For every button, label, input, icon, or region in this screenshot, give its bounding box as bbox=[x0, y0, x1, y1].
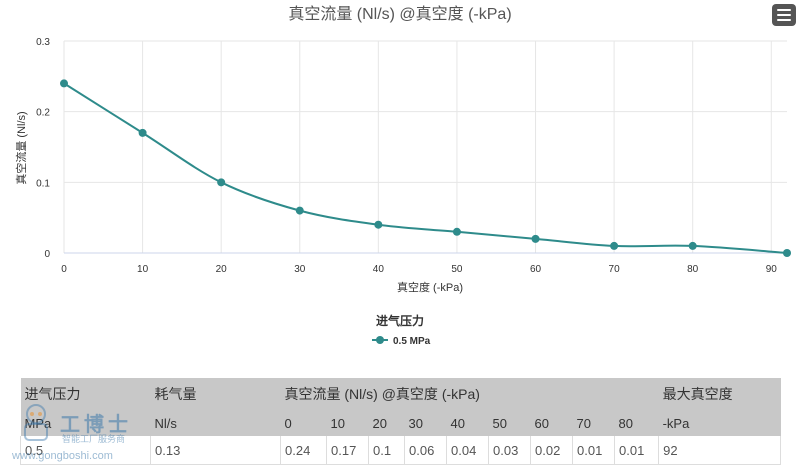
data-point[interactable] bbox=[60, 79, 68, 88]
data-point[interactable] bbox=[783, 249, 791, 257]
legend-marker bbox=[376, 336, 384, 344]
subheader-cell: 0 bbox=[280, 410, 327, 436]
axes: 0 10 20 30 40 50 60 70 80 90 0 0.1 0.2 0.3 bbox=[36, 37, 787, 275]
subheader-cell: 70 bbox=[572, 410, 615, 436]
data-point[interactable] bbox=[374, 220, 383, 229]
table-cell: 0.01 bbox=[614, 436, 660, 465]
x-tick-label: 0 bbox=[61, 264, 67, 275]
x-tick-label: 10 bbox=[137, 264, 149, 275]
data-point[interactable] bbox=[138, 128, 147, 137]
subheader-cell: 40 bbox=[446, 410, 489, 436]
subheader-cell: 60 bbox=[530, 410, 573, 436]
subheader-cell: -kPa bbox=[658, 410, 781, 436]
table-body: 0.5 0.13 0.24 0.17 0.1 0.06 0.04 0.03 0.02 0.01 0.… bbox=[20, 436, 782, 465]
table-cell: 0.03 bbox=[488, 436, 531, 465]
subheader-cell: 30 bbox=[404, 410, 447, 436]
table-row: 0.5 0.13 0.24 0.17 0.1 0.06 0.04 0.03 0.02 0.01 0.… bbox=[20, 436, 782, 465]
chart-title: 真空流量 (Nl/s) @真空度 (-kPa) bbox=[288, 5, 511, 23]
data-point[interactable] bbox=[217, 178, 226, 187]
table-cell: 92 bbox=[658, 436, 782, 465]
legend-title: 进气压力 bbox=[376, 313, 424, 328]
y-tick-label: 0.3 bbox=[36, 37, 50, 48]
x-tick-label: 40 bbox=[373, 264, 385, 275]
menu-bar bbox=[777, 19, 791, 21]
table-cell: 0.24 bbox=[280, 436, 327, 465]
table-cell: 0.04 bbox=[446, 436, 489, 465]
data-point[interactable] bbox=[688, 241, 697, 250]
table-cell: 0.17 bbox=[326, 436, 369, 465]
x-tick-label: 70 bbox=[609, 264, 621, 275]
table-subheader-row: MPa Nl/s 0 10 20 30 40 50 60 70 80 -kPa bbox=[20, 410, 781, 436]
y-tick-label: 0.1 bbox=[36, 178, 50, 189]
table-cell: 0.01 bbox=[572, 436, 615, 465]
subheader-cell: 50 bbox=[488, 410, 531, 436]
subheader-cell: 20 bbox=[368, 410, 405, 436]
header-max-vacuum: 最大真空度 bbox=[658, 378, 781, 410]
header-pressure: 进气压力 bbox=[20, 378, 151, 410]
table-cell: 0.1 bbox=[368, 436, 405, 465]
table-header-row: 进气压力 耗气量 真空流量 (Nl/s) @真空度 (-kPa) 最大真空度 bbox=[20, 378, 781, 410]
header-consumption: 耗气量 bbox=[150, 378, 281, 410]
legend-label: 0.5 MPa bbox=[393, 336, 431, 347]
table-cell: 0.02 bbox=[530, 436, 573, 465]
subheader-cell: 80 bbox=[614, 410, 659, 436]
table-cell: 0.13 bbox=[150, 436, 281, 465]
x-axis-label: 真空度 (-kPa) bbox=[397, 280, 463, 294]
y-tick-label: 0 bbox=[44, 249, 50, 260]
series-line bbox=[63, 82, 788, 254]
x-tick-label: 60 bbox=[530, 264, 542, 275]
subheader-cell: Nl/s bbox=[150, 410, 281, 436]
header-flow: 真空流量 (Nl/s) @真空度 (-kPa) bbox=[280, 378, 659, 410]
data-point[interactable] bbox=[295, 206, 304, 215]
x-tick-label: 30 bbox=[294, 264, 306, 275]
x-tick-label: 80 bbox=[687, 264, 699, 275]
x-tick-label: 90 bbox=[766, 264, 778, 275]
grid-lines bbox=[63, 40, 787, 254]
menu-bar bbox=[777, 9, 791, 11]
y-tick-label: 0.2 bbox=[36, 108, 50, 119]
y-axis-label: 真空流量 (Nl/s) bbox=[14, 111, 28, 184]
subheader-cell: 10 bbox=[326, 410, 369, 436]
table-cell: 0.06 bbox=[404, 436, 447, 465]
data-point[interactable] bbox=[531, 234, 540, 243]
line-chart: 真空流量 (Nl/s) @真空度 (-kPa) 0 10 20 30 40 50 60 70 8… bbox=[14, 5, 791, 347]
table-cell: 0.5 bbox=[20, 436, 151, 465]
hamburger-menu-icon[interactable] bbox=[772, 4, 796, 26]
data-table: 进气压力 耗气量 真空流量 (Nl/s) @真空度 (-kPa) 最大真空度 M… bbox=[20, 378, 782, 465]
subheader-cell: MPa bbox=[20, 410, 151, 436]
data-point[interactable] bbox=[610, 241, 619, 250]
x-tick-label: 50 bbox=[451, 264, 463, 275]
data-point[interactable] bbox=[452, 227, 461, 236]
legend-item[interactable]: 0.5 MPa bbox=[372, 336, 431, 347]
data-table-container: 进气压力 耗气量 真空流量 (Nl/s) @真空度 (-kPa) 最大真空度 M… bbox=[20, 378, 782, 465]
menu-bar bbox=[777, 14, 791, 16]
series-layer bbox=[60, 79, 791, 257]
x-tick-label: 20 bbox=[216, 264, 228, 275]
